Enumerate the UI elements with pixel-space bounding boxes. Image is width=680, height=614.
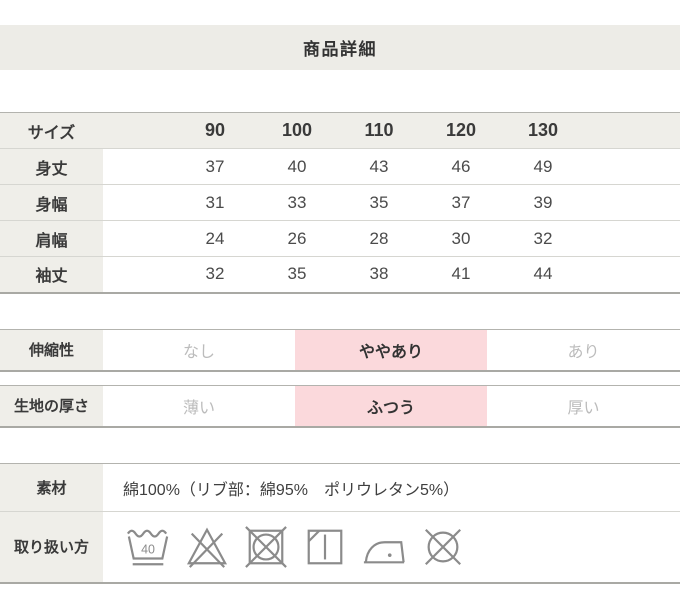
row-label: 生地の厚さ [0, 385, 103, 427]
cell-value: 44 [533, 264, 553, 284]
filler-cell [584, 112, 680, 149]
table-row-body-length: 身丈 37 40 43 46 49 [0, 148, 680, 185]
spacer-cell [103, 257, 174, 293]
stretchability-row: 伸縮性 なし ややあり あり [0, 329, 680, 371]
do-not-dry-clean-icon [425, 528, 461, 565]
cell-value: 37 [174, 148, 256, 185]
option-yes: あり [487, 329, 680, 371]
cell-value: 28 [338, 220, 420, 257]
cell-value: 30 [420, 220, 502, 257]
filler-cell [584, 148, 680, 185]
material-care-table: 素材 綿100%（リブ部：綿95% ポリウレタン5%） 取り扱い方 40 [0, 463, 680, 584]
spacer-cell [103, 112, 174, 149]
size-col-110: 110 [338, 112, 420, 149]
material-value: 綿100%（リブ部：綿95% ポリウレタン5%） [103, 463, 680, 512]
stretchability-table: 伸縮性 なし ややあり あり [0, 329, 680, 372]
fabric-thickness-row: 生地の厚さ 薄い ふつう 厚い [0, 385, 680, 427]
cell-value: 26 [256, 220, 338, 257]
table-row-sleeve-length: 袖丈 32 35 38 41 44 [0, 256, 680, 293]
care-instructions-row: 取り扱い方 40 [0, 511, 680, 583]
cell-value: 43 [338, 148, 420, 185]
cell-value: 31 [174, 184, 256, 221]
row-label: 身丈 [0, 148, 103, 185]
filler-cell [584, 220, 680, 257]
care-icons-cell: 40 [103, 512, 680, 583]
cell-value: 32 [205, 264, 225, 284]
size-col-130: 130 [502, 112, 584, 149]
spacer-cell [103, 184, 174, 221]
cell-value: 32 [502, 220, 584, 257]
cell-value: 38 [369, 264, 389, 284]
row-label: 取り扱い方 [0, 511, 103, 583]
size-header-row: サイズ 90 100 110 120 130 [0, 112, 680, 149]
svg-text:40: 40 [141, 542, 155, 556]
option-thin: 薄い [103, 385, 295, 427]
cell-value: 49 [502, 148, 584, 185]
filler-cell [584, 257, 680, 293]
size-col-120: 120 [420, 112, 502, 149]
option-normal-selected: ふつう [295, 385, 487, 427]
spacer-cell [103, 220, 174, 257]
wash-40-icon: 40 [126, 529, 169, 566]
iron-low-heat-icon [363, 540, 405, 564]
spacer-cell [103, 148, 174, 185]
section-header-band: 商品詳細 [0, 25, 680, 70]
filler-cell [584, 184, 680, 221]
fabric-thickness-table: 生地の厚さ 薄い ふつう 厚い [0, 385, 680, 428]
cell-value: 24 [174, 220, 256, 257]
row-label: 素材 [0, 463, 103, 512]
size-col-90: 90 [174, 112, 256, 149]
size-col-100: 100 [256, 112, 338, 149]
option-thick: 厚い [487, 385, 680, 427]
cell-value: 40 [256, 148, 338, 185]
size-chart-table: サイズ 90 100 110 120 130 身丈 37 40 43 46 49… [0, 112, 680, 294]
cell-value: 35 [287, 264, 307, 284]
do-not-bleach-icon [186, 527, 228, 568]
option-slight-selected: ややあり [295, 329, 487, 371]
size-header-label: サイズ [0, 112, 103, 149]
table-row-shoulder-width: 肩幅 24 26 28 30 32 [0, 220, 680, 257]
row-label: 肩幅 [0, 220, 103, 257]
cell-value: 33 [256, 184, 338, 221]
table-row-body-width: 身幅 31 33 35 37 39 [0, 184, 680, 221]
care-icons-group: 40 [125, 525, 680, 569]
row-label: 身幅 [0, 184, 103, 221]
row-label: 袖丈 [0, 256, 103, 293]
cell-value: 41 [451, 264, 471, 284]
option-none: なし [103, 329, 295, 371]
material-row: 素材 綿100%（リブ部：綿95% ポリウレタン5%） [0, 463, 680, 512]
cell-value: 46 [420, 148, 502, 185]
cell-value: 35 [338, 184, 420, 221]
page-title: 商品詳細 [303, 40, 377, 59]
line-dry-in-shade-icon [307, 529, 343, 565]
cell-value: 39 [502, 184, 584, 221]
row-label: 伸縮性 [0, 329, 103, 371]
do-not-tumble-dry-icon [245, 525, 287, 568]
cell-value: 37 [420, 184, 502, 221]
